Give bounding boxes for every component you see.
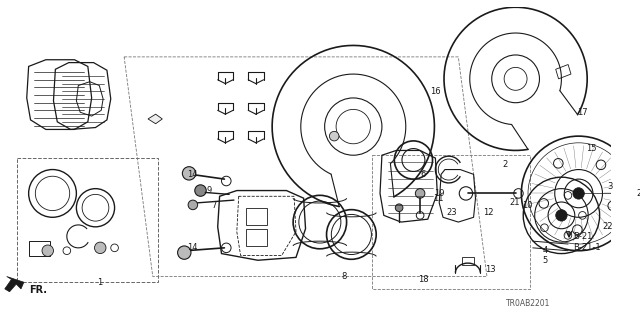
Text: 2: 2: [502, 160, 508, 169]
Bar: [372, 155, 530, 289]
Text: 8: 8: [342, 272, 347, 281]
Text: 3: 3: [607, 182, 612, 191]
Circle shape: [42, 245, 54, 256]
Text: TR0AB2201: TR0AB2201: [506, 299, 550, 308]
Polygon shape: [4, 276, 24, 292]
Circle shape: [541, 224, 548, 232]
Circle shape: [564, 192, 572, 199]
Text: B-21-1: B-21-1: [573, 243, 600, 252]
Text: B-21: B-21: [573, 232, 592, 241]
Circle shape: [195, 185, 206, 196]
Text: 20: 20: [636, 189, 640, 198]
Text: 1: 1: [97, 278, 102, 287]
Bar: [246, 229, 268, 246]
Text: 19: 19: [435, 189, 445, 198]
Text: 21: 21: [510, 198, 520, 207]
Polygon shape: [148, 114, 163, 124]
Circle shape: [95, 242, 106, 253]
Text: 6: 6: [420, 170, 426, 179]
Text: 18: 18: [418, 275, 429, 284]
Circle shape: [573, 188, 584, 199]
Circle shape: [396, 204, 403, 212]
Text: 4: 4: [542, 246, 548, 255]
Circle shape: [188, 200, 198, 210]
Text: 12: 12: [483, 208, 493, 217]
Text: FR.: FR.: [29, 285, 47, 295]
Text: 23: 23: [446, 208, 456, 217]
Bar: [246, 208, 268, 225]
Circle shape: [539, 199, 548, 208]
Circle shape: [554, 159, 563, 168]
Circle shape: [182, 167, 196, 180]
Text: 16: 16: [429, 87, 440, 96]
Text: 13: 13: [485, 265, 495, 274]
Text: 14: 14: [187, 243, 198, 252]
Text: 5: 5: [542, 256, 548, 265]
Circle shape: [573, 225, 582, 235]
Circle shape: [541, 199, 548, 207]
Circle shape: [564, 232, 572, 239]
Text: 22: 22: [602, 222, 613, 231]
Bar: [29, 241, 50, 256]
Circle shape: [579, 212, 586, 219]
Circle shape: [596, 160, 605, 170]
Circle shape: [177, 246, 191, 259]
Text: 17: 17: [577, 108, 588, 117]
Text: 11: 11: [433, 194, 444, 203]
Bar: [17, 158, 159, 282]
Circle shape: [556, 210, 567, 221]
Text: 14: 14: [187, 170, 198, 179]
Circle shape: [330, 131, 339, 141]
Text: 7: 7: [211, 201, 216, 210]
Text: 10: 10: [522, 201, 532, 210]
Text: 15: 15: [586, 144, 596, 153]
Circle shape: [608, 201, 618, 211]
Circle shape: [415, 189, 425, 198]
Text: 9: 9: [206, 186, 211, 195]
